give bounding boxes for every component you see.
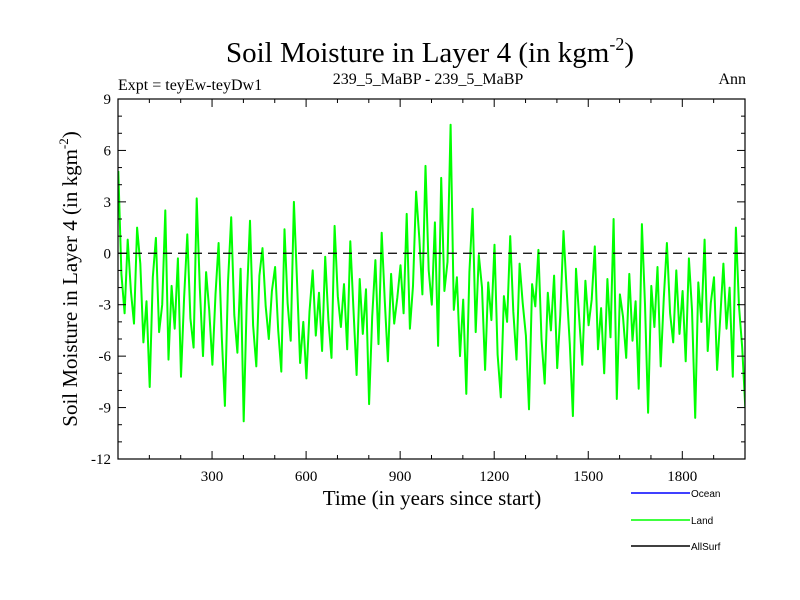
legend-label-allsurf: AllSurf xyxy=(691,542,721,553)
y-tick-label: 3 xyxy=(104,195,112,211)
plot-frame xyxy=(117,98,746,460)
y-tick-label: -12 xyxy=(91,452,111,468)
y-tick-label: 6 xyxy=(104,143,112,159)
series-layer xyxy=(118,123,745,423)
y-tick-label: -6 xyxy=(99,349,112,365)
legend: Ocean Land AllSurf xyxy=(631,489,721,553)
x-tick-label: 900 xyxy=(389,469,412,485)
subtitle-experiment: Expt = teyEw-teyDw1 xyxy=(118,77,262,94)
x-tick-label: 600 xyxy=(295,469,318,485)
x-tick-label: 300 xyxy=(201,469,224,485)
subtitle-period: 239_5_MaBP - 239_5_MaBP xyxy=(333,71,524,88)
x-tick-label: 1800 xyxy=(667,469,697,485)
y-axis-label: Soil Moisture in Layer 4 (in kgm-2) xyxy=(56,131,82,426)
legend-label-ocean: Ocean xyxy=(691,489,720,500)
y-tick-label: -9 xyxy=(99,401,112,417)
y-tick-label: 0 xyxy=(104,246,112,262)
y-tick-label: 9 xyxy=(104,92,112,108)
chart-title: Soil Moisture in Layer 4 (in kgm-2) xyxy=(226,34,634,69)
series-line-land xyxy=(118,123,745,423)
x-axis-ticks: 300 600 900 1200 1500 1800 xyxy=(148,99,715,485)
x-axis-label: Time (in years since start) xyxy=(323,486,542,510)
subtitle-season: Ann xyxy=(718,71,746,88)
legend-label-land: Land xyxy=(691,516,713,527)
y-tick-label: -3 xyxy=(99,298,112,314)
y-axis-ticks: -12 -9 -6 -3 0 3 6 9 xyxy=(91,92,745,468)
x-tick-label: 1500 xyxy=(573,469,603,485)
x-tick-label: 1200 xyxy=(479,469,509,485)
